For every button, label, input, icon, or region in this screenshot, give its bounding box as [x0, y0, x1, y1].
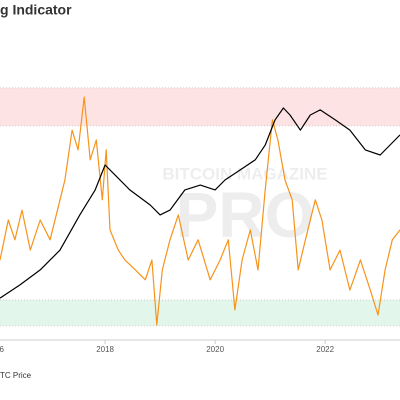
chart-title: g Indicator	[0, 2, 72, 18]
x-tick-label: 2016	[0, 345, 4, 354]
threshold-band	[0, 300, 400, 326]
series-line	[0, 96, 400, 326]
legend-label: TC Price	[0, 371, 32, 380]
series-line	[0, 107, 400, 299]
watermark: PRO	[176, 179, 315, 251]
x-tick-label: 2018	[96, 345, 114, 354]
watermark: BITCOIN MAGAZINE	[162, 164, 327, 183]
x-tick-label: 2020	[206, 345, 224, 354]
x-tick-label: 2022	[316, 345, 334, 354]
threshold-band	[0, 87, 400, 126]
